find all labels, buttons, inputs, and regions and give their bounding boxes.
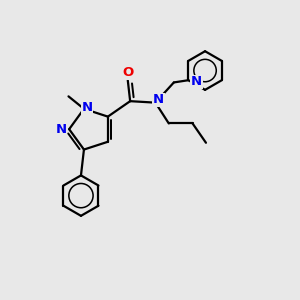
Text: N: N <box>55 123 66 136</box>
Text: N: N <box>153 93 164 106</box>
Text: N: N <box>81 101 92 114</box>
Text: O: O <box>122 66 134 80</box>
Text: N: N <box>191 75 202 88</box>
